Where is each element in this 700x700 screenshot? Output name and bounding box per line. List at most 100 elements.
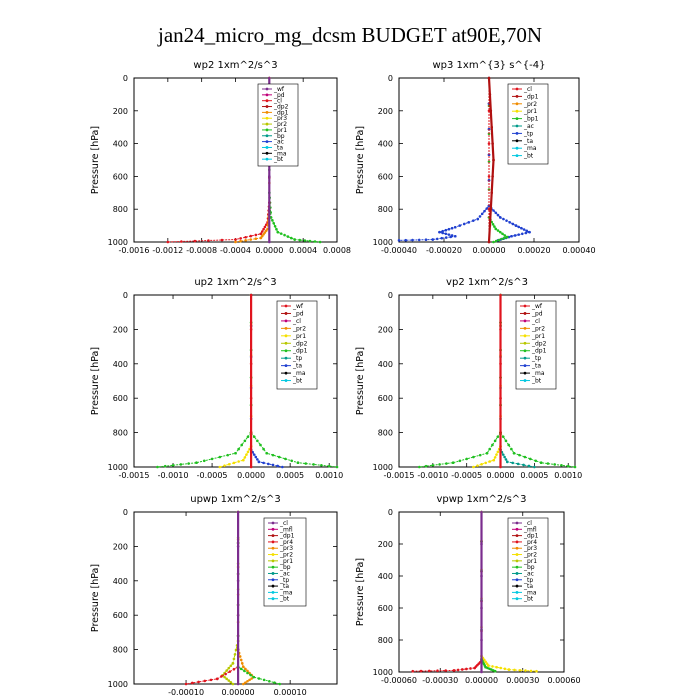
legend-marker xyxy=(284,304,288,308)
y-tick-label: 200 xyxy=(378,540,393,549)
series-marker xyxy=(539,461,543,465)
series-line xyxy=(250,295,283,468)
panel-up2: up2 1xm^2/s^3 Pressure [hPa] 0 200 400 600 800… xyxy=(90,277,343,480)
series-marker xyxy=(262,461,265,465)
panel-vpwp: vpwp 1xm^2/s^3 Pressure [hPa] 0 200 400 600 80… xyxy=(355,494,581,685)
series-marker xyxy=(239,658,243,662)
y-tick-label: 400 xyxy=(113,360,128,369)
series-marker xyxy=(447,233,451,236)
series-marker xyxy=(263,231,267,234)
series-marker xyxy=(249,465,253,469)
series-marker xyxy=(252,435,256,439)
plot-frame xyxy=(398,294,576,468)
legend-label: _tp xyxy=(531,355,541,362)
legend-marker xyxy=(523,349,527,353)
series-marker xyxy=(492,158,495,162)
legend-label: _tp xyxy=(292,355,302,362)
series-marker xyxy=(236,613,240,617)
series-marker xyxy=(501,232,504,236)
series-marker xyxy=(493,439,497,443)
series-marker xyxy=(560,463,563,467)
series-marker xyxy=(521,232,524,236)
series-marker xyxy=(518,453,521,457)
series-marker xyxy=(493,225,496,228)
x-tick-label: 0.0010 xyxy=(315,471,343,480)
series-marker xyxy=(244,235,247,239)
series-marker xyxy=(489,207,493,211)
series-marker xyxy=(254,455,258,459)
series-marker xyxy=(503,667,507,671)
series-marker xyxy=(453,225,457,229)
series-marker xyxy=(239,237,242,240)
y-tick-label: 0 xyxy=(123,74,128,83)
legend-marker xyxy=(284,356,288,360)
legend-label: _ma xyxy=(273,150,287,157)
series-marker xyxy=(262,227,265,231)
panel-title: vp2 1xm^2/s^3 xyxy=(446,277,528,288)
legend-marker xyxy=(271,534,275,538)
series-marker xyxy=(458,459,462,463)
series-marker xyxy=(231,662,235,665)
series-marker xyxy=(184,682,188,686)
legend-marker xyxy=(284,326,288,330)
legend-marker xyxy=(515,534,519,538)
series-marker xyxy=(283,233,286,237)
y-tick-label: 200 xyxy=(378,107,393,116)
legend-label: _pr2 xyxy=(292,325,306,332)
series-marker xyxy=(499,465,502,469)
series-marker xyxy=(488,224,492,227)
series-marker xyxy=(418,465,421,469)
series-marker xyxy=(220,675,223,678)
series-marker xyxy=(249,673,252,677)
panel-wp3: wp3 1xm^{3} s^{-4} Pressure [hPa] 0 200 400 6… xyxy=(355,60,596,255)
x-tick-label: -0.00010 xyxy=(168,688,204,697)
series-marker xyxy=(249,362,253,366)
series-marker xyxy=(506,460,509,464)
series-marker xyxy=(256,439,259,443)
series-marker xyxy=(492,458,496,462)
legend-label: _cl xyxy=(273,98,282,105)
legend-marker xyxy=(271,546,275,550)
series-marker xyxy=(225,669,228,672)
series-marker xyxy=(320,463,323,467)
series-marker xyxy=(476,464,479,467)
series-line xyxy=(237,512,280,685)
series-marker xyxy=(264,229,268,232)
series-marker xyxy=(163,464,167,468)
series-marker xyxy=(227,679,231,682)
series-marker xyxy=(265,451,269,455)
series-marker xyxy=(444,669,448,672)
x-tick-label: -0.00060 xyxy=(381,676,417,685)
series-marker xyxy=(237,460,240,463)
series-marker xyxy=(499,431,502,434)
y-tick-label: 600 xyxy=(113,172,128,181)
series-marker xyxy=(312,463,315,466)
legend-marker xyxy=(265,157,269,161)
series-marker xyxy=(244,667,247,671)
series-marker xyxy=(510,447,513,451)
x-tick-label: 0.0000 xyxy=(237,471,265,480)
legend-marker xyxy=(271,553,275,556)
series-marker xyxy=(259,236,263,240)
series-marker xyxy=(260,230,264,233)
plot-frame xyxy=(133,77,338,243)
legend-label: _dp2 xyxy=(273,104,289,111)
series-marker xyxy=(276,230,280,234)
series-marker xyxy=(488,93,492,96)
legend-marker xyxy=(265,140,269,144)
y-tick-label: 0 xyxy=(123,508,128,517)
series-line xyxy=(412,512,482,672)
series-marker xyxy=(510,234,513,238)
series-marker xyxy=(501,453,505,456)
legend-marker xyxy=(265,116,269,120)
legend-marker xyxy=(284,341,288,345)
series-line xyxy=(473,295,501,468)
panel-wp2: wp2 1xm^2/s^3 Pressure [hPa] 0 200 400 600 800… xyxy=(90,60,351,255)
series-marker xyxy=(444,232,448,236)
series-marker xyxy=(525,229,529,233)
legend-marker xyxy=(515,578,519,582)
series-marker xyxy=(223,675,226,679)
legend-label: _ta xyxy=(273,144,283,151)
series-marker xyxy=(566,464,570,468)
series-marker xyxy=(290,459,294,463)
